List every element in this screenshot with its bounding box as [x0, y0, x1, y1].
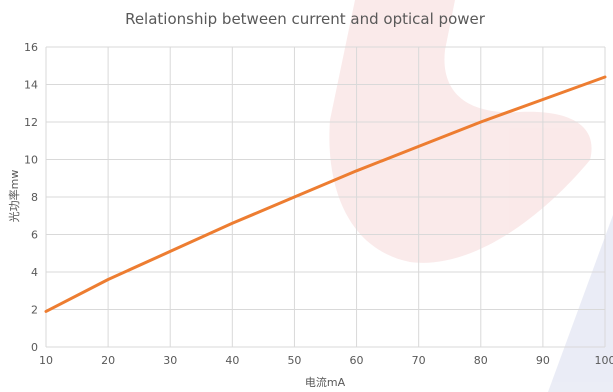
x-tick-label: 10 [39, 354, 53, 367]
data-point [542, 99, 543, 100]
data-point [480, 122, 481, 123]
y-tick-label: 8 [31, 191, 38, 204]
data-point [605, 77, 606, 78]
data-point [108, 279, 109, 280]
series-line [44, 75, 607, 313]
x-tick-label: 50 [287, 354, 301, 367]
y-tick-label: 12 [24, 116, 38, 129]
y-gridlines [46, 46, 605, 348]
x-tick-label: 40 [225, 354, 239, 367]
data-point [294, 197, 295, 198]
x-tick-label: 100 [595, 354, 613, 367]
data-point [356, 170, 357, 171]
x-tick-label: 90 [536, 354, 550, 367]
chart-title: Relationship between current and optical… [125, 10, 486, 28]
x-tick-labels: 10 20 30 40 50 60 70 80 90 100 [39, 354, 613, 367]
y-tick-label: 0 [31, 341, 38, 354]
y-axis-title: 光功率mw [7, 170, 21, 223]
data-point [418, 146, 419, 147]
x-axis-title: 电流mA [305, 375, 346, 389]
x-tick-label: 30 [163, 354, 177, 367]
series-layer [44, 75, 607, 313]
background-watermark [329, 0, 613, 392]
y-tick-label: 2 [31, 304, 38, 317]
data-point [46, 311, 47, 312]
y-tick-label: 4 [31, 266, 38, 279]
x-tick-label: 70 [412, 354, 426, 367]
y-tick-label: 6 [31, 229, 38, 242]
x-tick-label: 60 [350, 354, 364, 367]
y-tick-label: 14 [24, 79, 38, 92]
x-tick-label: 20 [101, 354, 115, 367]
y-tick-label: 16 [24, 41, 38, 54]
data-point [170, 251, 171, 252]
x-tick-label: 80 [474, 354, 488, 367]
y-tick-labels: 0 2 4 6 8 10 12 14 16 [24, 41, 38, 354]
y-tick-label: 10 [24, 154, 38, 167]
data-point [232, 223, 233, 224]
